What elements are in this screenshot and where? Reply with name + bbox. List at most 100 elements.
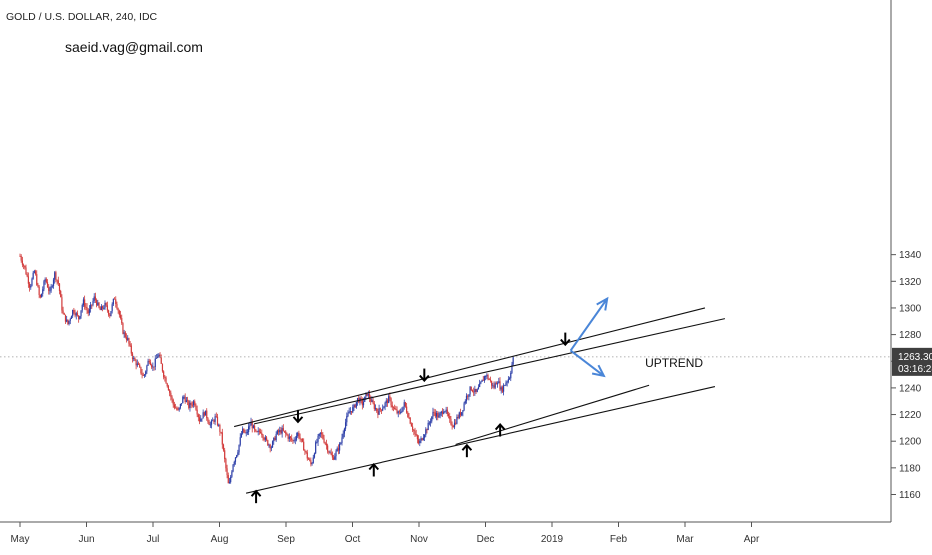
candle-body	[285, 431, 287, 434]
candle-body	[57, 280, 59, 284]
time-axis[interactable]: May Jun Jul Aug Sep Oct Nov Dec 2019 Feb Mar Apr	[11, 522, 760, 545]
candle-body	[127, 338, 129, 340]
candle-body	[118, 310, 120, 315]
candle-body	[434, 412, 436, 417]
candle-body	[507, 379, 509, 382]
candle-body	[480, 381, 482, 384]
candle-body	[243, 428, 245, 433]
candle-body	[329, 452, 331, 454]
candle-body	[468, 394, 470, 397]
candle-body	[391, 405, 393, 408]
candle-body	[504, 385, 506, 386]
candle-body	[225, 459, 227, 469]
candle-body	[52, 279, 55, 286]
candle-body	[254, 425, 256, 430]
candle-body	[312, 457, 314, 464]
candle-body	[485, 376, 487, 377]
candle-body	[336, 448, 338, 452]
candle-body	[119, 314, 122, 319]
candle-body	[74, 312, 76, 316]
candle-body	[63, 313, 65, 315]
candle-body	[482, 379, 484, 381]
trend-line	[233, 307, 706, 428]
candle-body	[341, 437, 343, 443]
candle-body	[325, 443, 328, 446]
y-tick-label: 1300	[899, 303, 922, 314]
candle-body	[270, 447, 272, 449]
candle-body	[306, 452, 308, 459]
candle-body	[40, 293, 43, 298]
arrow-head	[560, 338, 571, 347]
candle-body	[324, 442, 326, 444]
candle-body	[24, 265, 26, 268]
x-tick-label: Mar	[676, 534, 694, 545]
candle-body	[268, 444, 270, 446]
candle-body	[379, 408, 381, 410]
candle-body	[432, 411, 434, 417]
candle-body	[28, 283, 31, 288]
candle-body	[214, 416, 216, 422]
candle-body	[180, 403, 183, 404]
candle-body	[330, 452, 332, 455]
candle-body	[131, 353, 134, 359]
candle-body	[353, 404, 355, 408]
candle-body	[483, 376, 486, 381]
up-arrow-marker	[250, 489, 262, 504]
candle-body	[56, 279, 58, 281]
candle-body	[261, 433, 263, 435]
candle-body	[125, 337, 128, 340]
candle-body	[67, 319, 69, 324]
candle-body	[368, 394, 371, 399]
candle-body	[252, 425, 255, 429]
candle-body	[428, 422, 430, 424]
candle-body	[426, 429, 428, 431]
candle-body	[395, 409, 397, 410]
candle-body	[394, 407, 396, 410]
up-arrow-marker	[461, 443, 473, 458]
candle-body	[99, 307, 101, 311]
projection-arrow-head	[591, 364, 606, 378]
candle-body	[386, 400, 389, 404]
candle-body	[136, 363, 138, 366]
candle-body	[274, 437, 276, 441]
candle-body	[333, 457, 335, 460]
candle-body	[295, 435, 298, 440]
candle-body	[406, 406, 408, 413]
candle-body	[236, 455, 238, 458]
candle-body	[137, 363, 140, 365]
candle-body	[161, 363, 164, 372]
candle-body	[384, 402, 386, 407]
uptrend-label: UPTREND	[645, 356, 703, 370]
candle-body	[373, 403, 375, 409]
candle-body	[323, 438, 325, 443]
candles-layer	[19, 253, 514, 484]
candle-body	[189, 403, 191, 408]
candle-body	[60, 290, 62, 298]
candle-body	[502, 385, 505, 392]
candle-body	[489, 379, 492, 381]
candle-body	[322, 434, 324, 439]
candle-body	[196, 409, 198, 415]
x-tick-label: 2019	[541, 534, 564, 545]
candle-body	[141, 373, 143, 375]
candle-body	[279, 430, 281, 433]
down-arrow-marker	[560, 332, 571, 347]
candle-body	[113, 298, 116, 300]
candle-body	[90, 304, 92, 310]
candle-body	[280, 430, 282, 434]
candle-body	[249, 425, 251, 427]
candle-body	[194, 401, 196, 406]
drawing-layer: UPTREND	[233, 296, 726, 494]
candle-body	[170, 392, 172, 397]
candle-body	[316, 441, 318, 443]
candle-body	[165, 377, 167, 384]
candle-body	[335, 451, 337, 457]
candle-body	[275, 434, 277, 441]
candle-body	[276, 430, 278, 435]
candle-body	[437, 413, 439, 418]
candle-body	[457, 416, 459, 418]
candle-body	[206, 410, 208, 419]
